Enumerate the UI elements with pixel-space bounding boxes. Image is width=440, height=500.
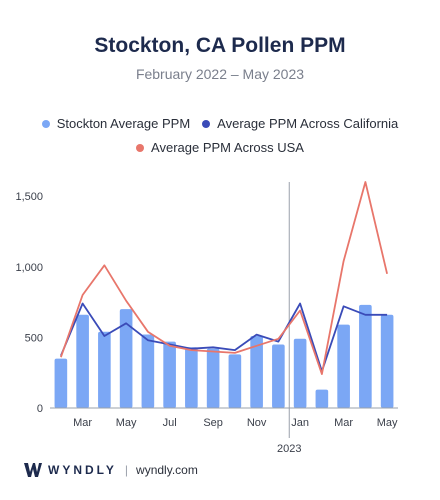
line-california	[60, 302, 388, 373]
x-tick-label: May	[116, 417, 137, 429]
legend-dot-stockton	[41, 119, 50, 128]
bar-stockton	[119, 309, 133, 408]
wyndly-logo-icon	[24, 463, 42, 477]
bar-stockton	[163, 341, 176, 408]
x-tick-label: Jul	[163, 417, 177, 429]
bar-stockton	[337, 324, 350, 408]
bar-stockton	[54, 358, 68, 408]
legend-dot-california	[202, 119, 211, 128]
footer-separator: |	[124, 463, 129, 477]
bar-stockton	[185, 347, 198, 408]
year-label: 2023	[277, 443, 301, 455]
bar-stockton	[141, 334, 155, 408]
legend-item-california: Average PPM Across California	[202, 116, 398, 131]
legend-row-1: Stockton Average PPM Average PPM Across …	[0, 116, 440, 131]
x-tick-label: Mar	[73, 417, 92, 429]
legend-label-stockton: Stockton Average PPM	[56, 116, 191, 131]
y-tick-label: 500	[25, 332, 43, 344]
legend-item-usa: Average PPM Across USA	[136, 140, 304, 155]
brand-name: WYNDLY	[48, 463, 117, 477]
x-tick-label: Jan	[291, 417, 309, 429]
legend-item-stockton: Stockton Average PPM	[41, 116, 191, 131]
legend-row-2: Average PPM Across USA	[0, 140, 440, 155]
chart-subtitle: February 2022 – May 2023	[135, 66, 305, 82]
line-usa	[60, 181, 388, 376]
legend-label-california: Average PPM Across California	[217, 116, 399, 131]
chart-title: Stockton, CA Pollen PPM	[94, 34, 346, 57]
x-tick-label: May	[377, 417, 398, 429]
x-tick-label: Sep	[203, 417, 223, 429]
bar-stockton	[272, 344, 285, 408]
bar-stockton	[250, 335, 263, 408]
y-tick-label: 1,000	[15, 262, 43, 274]
legend-label-usa: Average PPM Across USA	[151, 140, 304, 155]
bar-stockton	[206, 348, 220, 408]
bar-stockton	[76, 314, 89, 408]
bar-stockton	[315, 389, 329, 408]
bar-stockton	[293, 338, 307, 408]
bar-stockton	[228, 354, 242, 408]
bar-stockton	[380, 314, 394, 408]
bar-stockton	[359, 304, 372, 408]
bar-stockton	[98, 331, 111, 408]
footer: WYNDLY | wyndly.com	[24, 462, 198, 478]
x-tick-label: Nov	[247, 417, 267, 429]
y-tick-label: 1,500	[15, 191, 43, 203]
brand-url: wyndly.com	[136, 463, 198, 477]
legend-dot-usa	[136, 143, 145, 152]
pollen-chart: 0 500 1,000 1,500 Mar May Jul Sep Nov Jan Mar May 20…	[15, 181, 398, 455]
y-tick-label: 0	[37, 403, 43, 415]
x-tick-label: Mar	[334, 417, 353, 429]
